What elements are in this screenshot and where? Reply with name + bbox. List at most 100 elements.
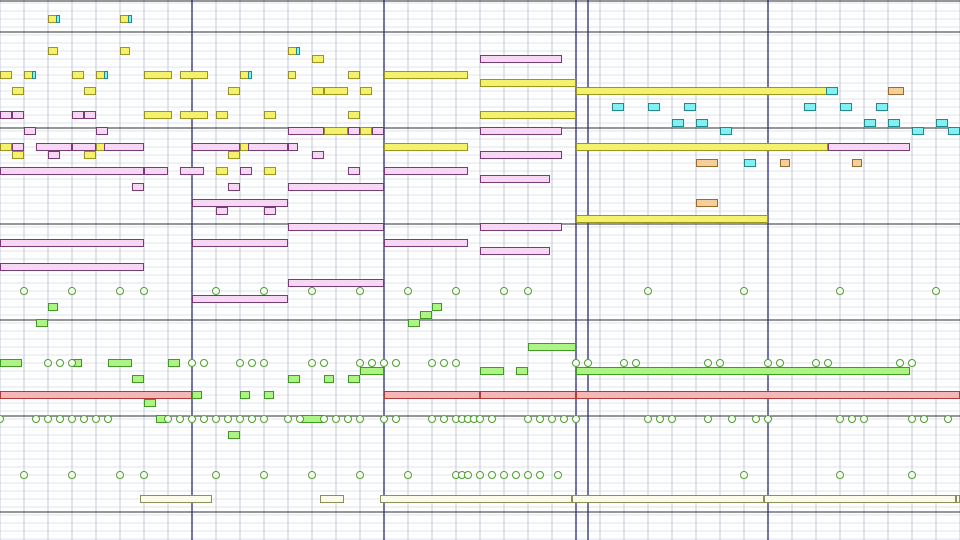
drum-hit-circle[interactable] [620,359,628,367]
drum-hit-circle[interactable] [224,415,232,423]
note-block[interactable] [312,151,324,159]
drum-hit-circle[interactable] [476,415,484,423]
note-block[interactable] [180,111,208,119]
drum-hit-circle[interactable] [548,415,556,423]
note-block[interactable] [384,391,480,399]
drum-hit-circle[interactable] [308,471,316,479]
note-block[interactable] [480,127,562,135]
note-block[interactable] [216,207,228,215]
drum-hit-circle[interactable] [860,415,868,423]
drum-hit-circle[interactable] [344,415,352,423]
note-block[interactable] [288,279,384,287]
note-block[interactable] [128,15,132,23]
note-block[interactable] [480,247,550,255]
note-block[interactable] [764,495,956,503]
drum-hit-circle[interactable] [644,287,652,295]
drum-hit-circle[interactable] [584,359,592,367]
drum-hit-circle[interactable] [536,415,544,423]
drum-hit-circle[interactable] [356,415,364,423]
drum-hit-circle[interactable] [764,415,772,423]
note-block[interactable] [144,167,168,175]
note-block[interactable] [12,87,24,95]
note-block[interactable] [420,311,432,319]
note-block[interactable] [864,119,876,127]
note-block[interactable] [408,319,420,327]
note-block[interactable] [216,167,228,175]
drum-hit-circle[interactable] [668,415,676,423]
drum-hit-circle[interactable] [560,415,568,423]
note-block[interactable] [324,87,348,95]
note-block[interactable] [48,47,58,55]
drum-hit-circle[interactable] [356,359,364,367]
note-block[interactable] [0,71,12,79]
note-block[interactable] [180,71,208,79]
note-block[interactable] [696,199,718,207]
drum-hit-circle[interactable] [452,287,460,295]
drum-hit-circle[interactable] [392,359,400,367]
drum-hit-circle[interactable] [260,287,268,295]
note-block[interactable] [576,367,910,375]
drum-hit-circle[interactable] [728,415,736,423]
note-block[interactable] [360,87,372,95]
note-block[interactable] [720,127,732,135]
note-block[interactable] [480,111,576,119]
drum-hit-circle[interactable] [80,415,88,423]
note-block[interactable] [696,119,708,127]
note-block[interactable] [228,151,240,159]
drum-hit-circle[interactable] [572,415,580,423]
drum-hit-circle[interactable] [836,287,844,295]
drum-hit-circle[interactable] [488,415,496,423]
drum-hit-circle[interactable] [512,471,520,479]
drum-hit-circle[interactable] [260,415,268,423]
note-block[interactable] [144,399,156,407]
drum-hit-circle[interactable] [56,359,64,367]
drum-hit-circle[interactable] [716,359,724,367]
note-block[interactable] [72,71,84,79]
drum-hit-circle[interactable] [428,415,436,423]
note-block[interactable] [12,143,24,151]
note-block[interactable] [140,495,212,503]
note-block[interactable] [240,167,252,175]
note-block[interactable] [324,375,334,383]
note-block[interactable] [264,111,276,119]
drum-hit-circle[interactable] [284,415,292,423]
drum-hit-circle[interactable] [752,415,760,423]
note-block[interactable] [48,151,60,159]
note-block[interactable] [288,127,324,135]
note-block[interactable] [228,183,240,191]
note-block[interactable] [108,359,132,367]
note-block[interactable] [696,159,718,167]
note-block[interactable] [144,71,172,79]
drum-hit-circle[interactable] [20,287,28,295]
drum-hit-circle[interactable] [404,471,412,479]
note-block[interactable] [826,87,838,95]
note-block[interactable] [12,151,24,159]
note-block[interactable] [0,263,144,271]
note-block[interactable] [216,111,228,119]
drum-hit-circle[interactable] [452,359,460,367]
drum-hit-circle[interactable] [56,415,64,423]
drum-hit-circle[interactable] [908,471,916,479]
note-block[interactable] [576,391,960,399]
drum-hit-circle[interactable] [308,287,316,295]
drum-hit-circle[interactable] [236,415,244,423]
note-block[interactable] [360,127,372,135]
note-block[interactable] [264,207,276,215]
note-block[interactable] [384,143,468,151]
drum-hit-circle[interactable] [500,471,508,479]
note-block[interactable] [12,111,24,119]
drum-hit-circle[interactable] [536,471,544,479]
note-block[interactable] [48,303,58,311]
drum-hit-circle[interactable] [44,415,52,423]
drum-hit-circle[interactable] [632,359,640,367]
drum-hit-circle[interactable] [248,359,256,367]
drum-hit-circle[interactable] [308,359,316,367]
drum-hit-circle[interactable] [836,415,844,423]
note-block[interactable] [684,103,696,111]
note-block[interactable] [348,127,360,135]
drum-hit-circle[interactable] [104,415,112,423]
note-block[interactable] [380,495,572,503]
note-block[interactable] [780,159,790,167]
note-block[interactable] [96,127,108,135]
note-block[interactable] [192,391,202,399]
